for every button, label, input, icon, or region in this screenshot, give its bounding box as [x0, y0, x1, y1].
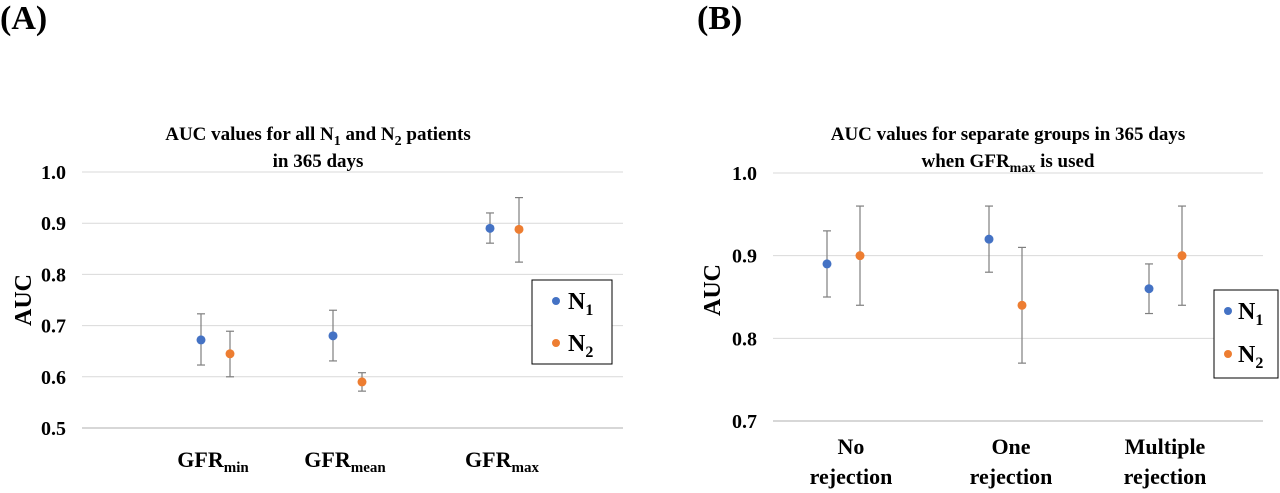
panel-a-legend-n1-marker	[552, 297, 560, 305]
panel-a-legend-n2-marker	[552, 339, 560, 347]
panel-a-y-tick-label: 0.9	[41, 213, 66, 235]
panel-a-legend-n2-label: N2	[568, 331, 593, 361]
panel-a-category-gfr-max: GFRmax	[465, 447, 539, 476]
panel-a-y-tick-label: 0.7	[41, 316, 66, 338]
panel-b: (B) AUC values for separate groups in 36…	[697, 0, 1279, 489]
panel-b-label: (B)	[697, 0, 742, 37]
panel-b-category-multiple-rejection-line2: rejection	[1124, 464, 1207, 489]
panel-b-n2-point	[1017, 300, 1027, 310]
panel-b-category-one-rejection-line2: rejection	[970, 464, 1053, 489]
panel-a-legend: N1 N2	[531, 279, 613, 365]
panel-b-y-tick-label: 0.7	[732, 411, 757, 433]
panel-b-category-one-rejection-line1: One	[991, 434, 1030, 459]
panel-b-category-no-rejection-line1: No	[838, 434, 865, 459]
panel-a-title-line1: AUC values for all N1 and N2 patients	[165, 124, 471, 149]
panel-a-data-marks	[196, 197, 524, 392]
panel-a-legend-box	[531, 279, 613, 365]
panel-a-n1-point	[328, 331, 338, 341]
panel-a-n1-point	[196, 335, 206, 345]
panel-b-n1-point	[1144, 284, 1154, 294]
panel-a-n2-point	[225, 349, 235, 359]
panel-b-y-axis-label: AUC	[700, 264, 726, 316]
panel-a-n2-point	[514, 224, 524, 234]
panel-b-data-marks	[822, 205, 1187, 364]
panel-b-title-line1: AUC values for separate groups in 365 da…	[831, 124, 1186, 145]
panel-b-categories: No rejection One rejection Multiple reje…	[810, 434, 1207, 489]
panel-a-n2-point	[357, 377, 367, 387]
panel-a-categories: GFRmin GFRmean GFRmax	[177, 447, 539, 476]
panel-a-y-tick-label: 0.8	[41, 264, 66, 286]
panel-b-gridlines	[773, 172, 1263, 339]
panel-b-category-no-rejection-line2: rejection	[810, 464, 893, 489]
panel-b-n1-point	[822, 259, 832, 269]
panel-b-n2-point	[855, 251, 865, 261]
panel-a-title-line2: in 365 days	[273, 151, 364, 172]
panel-b-y-tick-label: 0.8	[732, 328, 757, 350]
panel-a-category-gfr-mean: GFRmean	[304, 447, 386, 476]
panel-a-y-axis-label: AUC	[11, 274, 37, 326]
panel-b-title-line2: when GFRmax is used	[922, 151, 1095, 176]
panel-a-category-gfr-min: GFRmin	[177, 447, 249, 476]
panel-b-legend-n2-label: N2	[1238, 342, 1263, 372]
panel-a-n1-point	[485, 223, 495, 233]
panel-a-y-ticks: 1.0 0.9 0.8 0.7 0.6 0.5	[41, 162, 66, 440]
panel-b-legend-n2-marker	[1224, 350, 1232, 358]
panel-b-n2-point	[1177, 251, 1187, 261]
panel-b-y-tick-label: 1.0	[732, 163, 757, 185]
panel-b-y-ticks: 1.0 0.9 0.8 0.7	[732, 163, 757, 433]
panel-b-legend-n1-label: N1	[1238, 299, 1263, 329]
panel-a-y-tick-label: 0.6	[41, 367, 66, 389]
panel-a-legend-n1-label: N1	[568, 289, 593, 319]
panel-b-legend-box	[1213, 289, 1279, 379]
panel-a-y-tick-label: 1.0	[41, 162, 66, 184]
panel-a-y-tick-label: 0.5	[41, 418, 66, 440]
panel-b-category-multiple-rejection-line1: Multiple	[1125, 434, 1206, 459]
panel-a: (A) AUC values for all N1 and N2 patient…	[0, 0, 623, 476]
panel-b-n1-point	[984, 234, 994, 244]
panel-b-legend: N1 N2	[1213, 289, 1279, 379]
panel-b-legend-n1-marker	[1224, 307, 1232, 315]
panel-a-label: (A)	[0, 0, 47, 37]
panel-b-y-tick-label: 0.9	[732, 246, 757, 268]
